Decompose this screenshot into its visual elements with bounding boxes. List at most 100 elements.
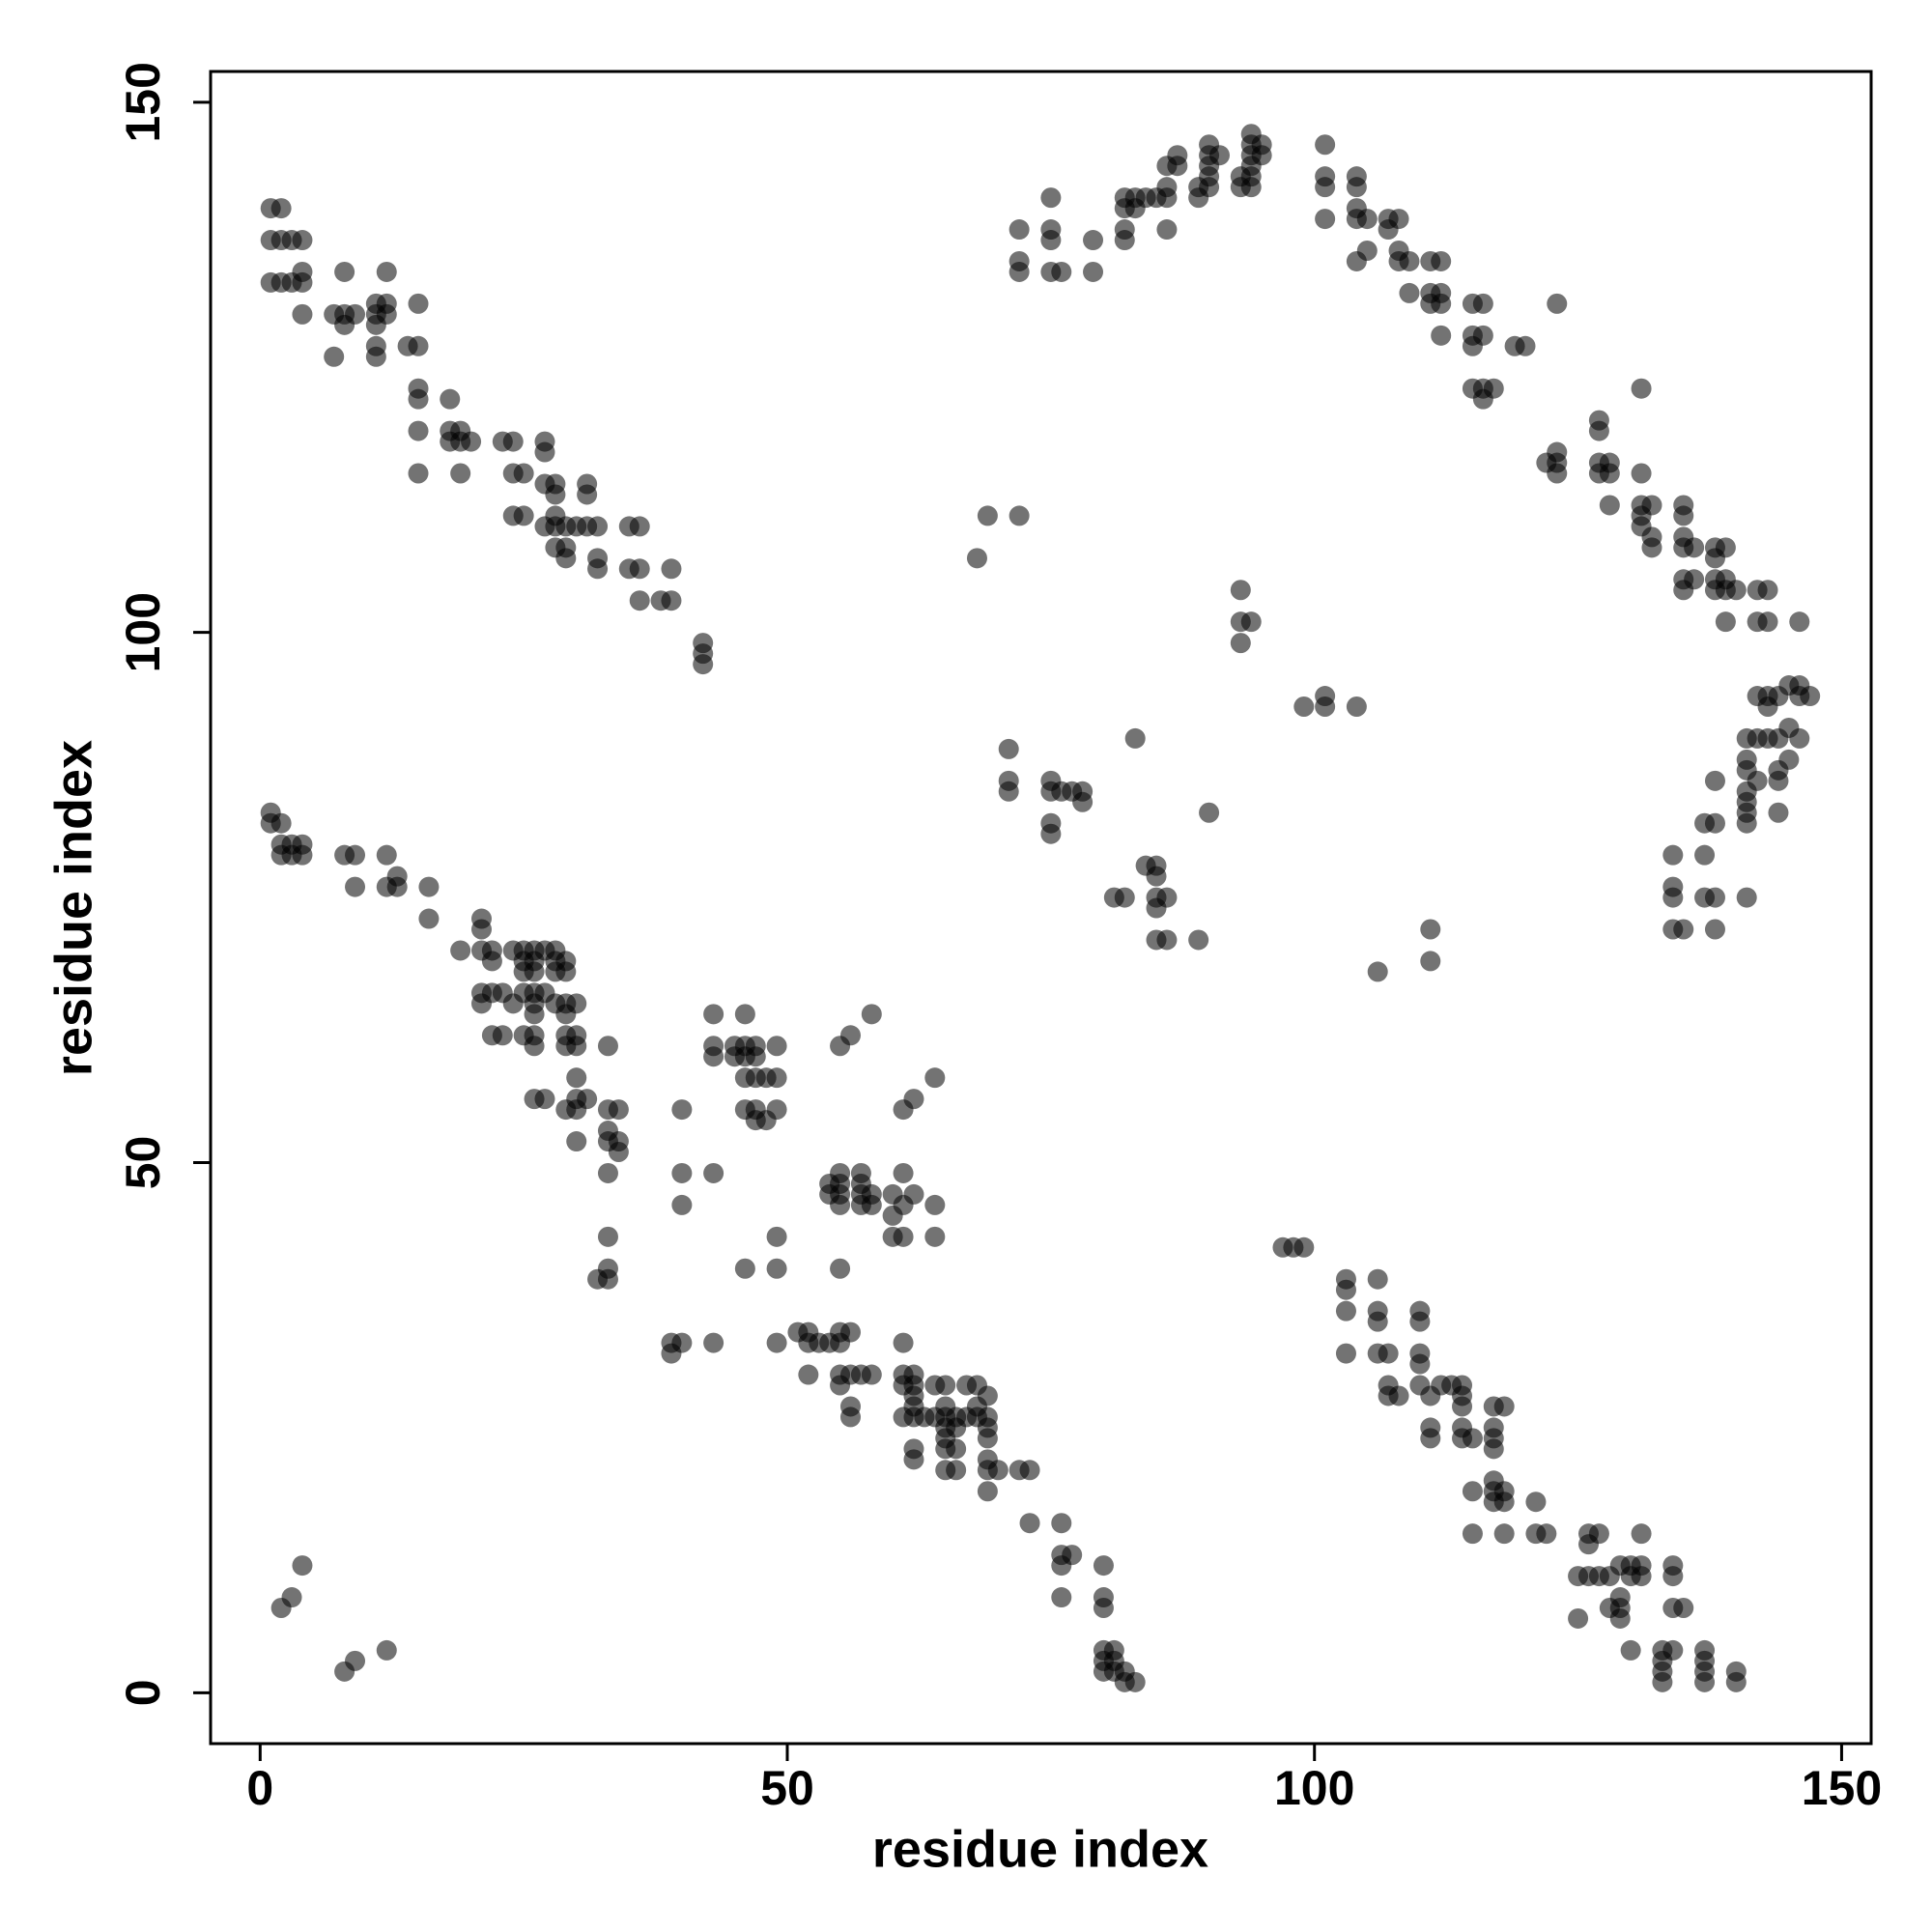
point (1757, 611, 1778, 633)
point (587, 516, 609, 537)
point (893, 1332, 914, 1353)
point (1525, 1492, 1547, 1513)
point (1673, 580, 1694, 601)
point (1051, 1513, 1072, 1534)
point (566, 1131, 587, 1152)
point (946, 1438, 967, 1460)
point (1409, 1311, 1431, 1332)
point (1420, 951, 1441, 972)
point (1019, 1513, 1040, 1534)
point (1293, 696, 1315, 717)
point (1346, 250, 1367, 271)
point (524, 961, 545, 982)
point (703, 1162, 724, 1183)
point (1631, 1523, 1652, 1545)
point (1240, 124, 1262, 145)
point (1315, 177, 1336, 198)
point (766, 1258, 787, 1279)
point (924, 1067, 946, 1089)
point (987, 1460, 1009, 1481)
point (1431, 293, 1452, 314)
y-tick-label: 100 (116, 592, 170, 672)
point (839, 1025, 861, 1046)
point (1199, 134, 1220, 156)
point (1378, 1343, 1399, 1364)
point (671, 1162, 693, 1183)
point (1631, 378, 1652, 399)
point (1694, 1671, 1716, 1692)
point (977, 1481, 998, 1502)
point (1536, 1523, 1557, 1545)
point (1431, 325, 1452, 346)
point (408, 420, 429, 441)
point (1146, 866, 1167, 887)
point (292, 1555, 313, 1577)
point (798, 1321, 819, 1343)
point (1156, 219, 1178, 241)
point (292, 844, 313, 866)
point (492, 1025, 513, 1046)
point (1757, 580, 1778, 601)
point (1367, 1268, 1388, 1290)
point (893, 1162, 914, 1183)
point (1493, 1523, 1515, 1545)
point (1124, 727, 1146, 749)
point (440, 388, 461, 410)
point (1167, 145, 1188, 166)
point (1188, 929, 1209, 951)
point (1431, 250, 1452, 271)
x-tick-label: 150 (1802, 1761, 1882, 1815)
point (1493, 1492, 1515, 1513)
point (408, 463, 429, 484)
point (1083, 261, 1104, 282)
point (1335, 1300, 1356, 1321)
point (1009, 261, 1030, 282)
point (270, 812, 292, 834)
point (1588, 420, 1609, 441)
point (1367, 961, 1388, 982)
point (408, 388, 429, 410)
x-tick-label: 50 (760, 1761, 814, 1815)
point (1124, 1671, 1146, 1692)
point (661, 558, 682, 580)
point (798, 1364, 819, 1385)
point (893, 1099, 914, 1121)
point (1040, 187, 1062, 209)
point (661, 590, 682, 611)
point (629, 516, 650, 537)
x-tick-label: 0 (246, 1761, 273, 1815)
point (1315, 134, 1336, 156)
point (587, 558, 609, 580)
point (1568, 1607, 1589, 1629)
point (1493, 1396, 1515, 1417)
point (629, 558, 650, 580)
point (1293, 1236, 1315, 1258)
point (524, 1036, 545, 1057)
point (966, 548, 987, 569)
point (365, 346, 386, 367)
point (334, 314, 355, 335)
point (734, 1004, 755, 1025)
point (1789, 727, 1810, 749)
point (365, 314, 386, 335)
point (597, 1226, 618, 1247)
point (534, 441, 555, 463)
point (334, 1661, 355, 1682)
point (1199, 166, 1220, 187)
point (1684, 537, 1705, 558)
point (766, 1036, 787, 1057)
point (1388, 1385, 1409, 1406)
point (577, 484, 598, 505)
point (1768, 770, 1789, 791)
point (1146, 897, 1167, 919)
point (1399, 250, 1420, 271)
y-tick-label: 0 (116, 1679, 170, 1706)
point (977, 505, 998, 526)
point (734, 1258, 755, 1279)
point (1462, 1428, 1483, 1449)
point (1515, 335, 1536, 356)
point (1652, 1671, 1673, 1692)
point (755, 1110, 777, 1131)
point (1704, 770, 1725, 791)
